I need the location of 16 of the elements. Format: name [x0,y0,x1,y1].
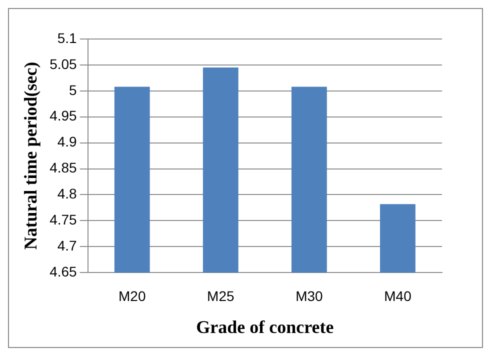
y-tick-label: 4.85 [50,160,78,176]
y-tick-label: 4.95 [50,108,78,124]
y-tick-label: 5.1 [57,30,78,46]
y-tick-label: 4.7 [57,238,78,254]
y-tick-label: 4.9 [57,134,78,150]
x-tick-label: M25 [207,288,234,304]
x-tick-label: M20 [118,288,146,304]
x-tick-label: M40 [384,288,412,304]
y-tick-label: 5.05 [50,56,78,72]
x-tick-label: M30 [296,288,324,304]
y-tick-label: 4.65 [50,263,78,280]
y-tick-label: 4.8 [57,186,78,202]
y-tick-label: 5 [69,82,78,98]
y-axis-title: Natural time period(sec) [20,62,40,250]
y-tick-label: 4.75 [50,212,78,228]
x-axis-title: Grade of concrete [196,316,334,337]
